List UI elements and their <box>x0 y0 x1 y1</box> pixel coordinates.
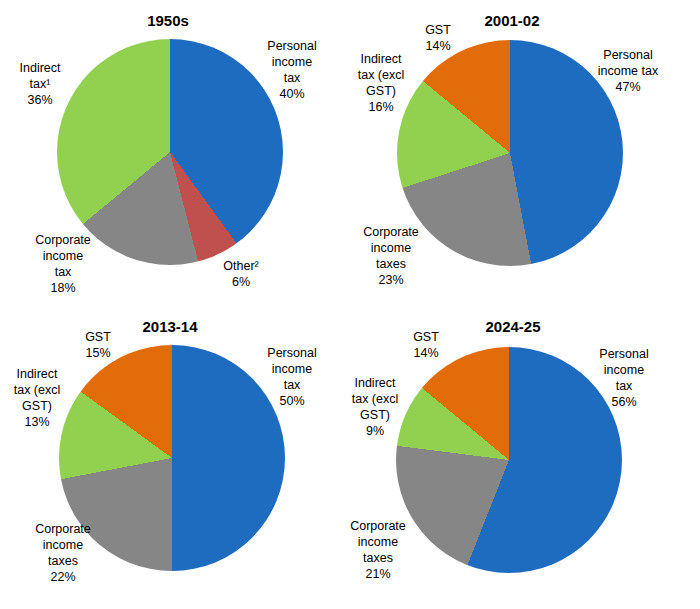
label-indirect-tax-excl-gst: Indirect tax (excl GST) 13% <box>14 366 61 430</box>
chart-2013-14: 2013-14 Personal income tax 50% Corporat… <box>0 305 350 609</box>
label-corporate-income-taxes: Corporate income taxes 23% <box>363 224 419 288</box>
label-personal-income-tax: Personal income tax 40% <box>267 38 316 102</box>
pie-2024-25 <box>396 347 622 573</box>
pie-2001-02 <box>397 40 623 266</box>
label-corporate-income-taxes: Corporate income taxes 22% <box>35 521 91 585</box>
label-corporate-income-taxes: Corporate income taxes 21% <box>350 518 406 582</box>
chart-title-2001-02: 2001-02 <box>484 12 539 29</box>
label-gst: GST 15% <box>85 329 111 361</box>
chart-title-2024-25: 2024-25 <box>485 318 540 335</box>
label-indirect-tax: Indirect tax¹ 36% <box>20 60 61 108</box>
pie-1950s <box>57 39 283 265</box>
chart-title-2013-14: 2013-14 <box>142 318 197 335</box>
pie-2013-14 <box>59 345 285 571</box>
label-other: Other² 6% <box>223 258 258 290</box>
chart-2024-25: 2024-25 Personal income tax 56% Corporat… <box>350 305 700 609</box>
label-personal-income-tax: Personal income tax 50% <box>263 345 321 409</box>
chart-2001-02: 2001-02 Personal income tax 47% Corporat… <box>350 0 700 305</box>
chart-1950s: 1950s Personal income tax 40% Other² 6% … <box>0 0 350 305</box>
label-corporate-income-tax: Corporate income tax 18% <box>35 232 91 296</box>
label-gst: GST 14% <box>425 22 451 54</box>
label-personal-income-tax: Personal income tax 56% <box>599 346 648 410</box>
label-personal-income-tax: Personal income tax 47% <box>598 47 658 95</box>
label-indirect-tax-excl-gst: Indirect tax (excl GST) 9% <box>352 375 399 439</box>
chart-title-1950s: 1950s <box>147 12 189 29</box>
label-indirect-tax-excl-gst: Indirect tax (excl GST) 16% <box>358 51 405 115</box>
tax-composition-figure: 1950s Personal income tax 40% Other² 6% … <box>0 0 700 609</box>
label-gst: GST 14% <box>413 329 439 361</box>
